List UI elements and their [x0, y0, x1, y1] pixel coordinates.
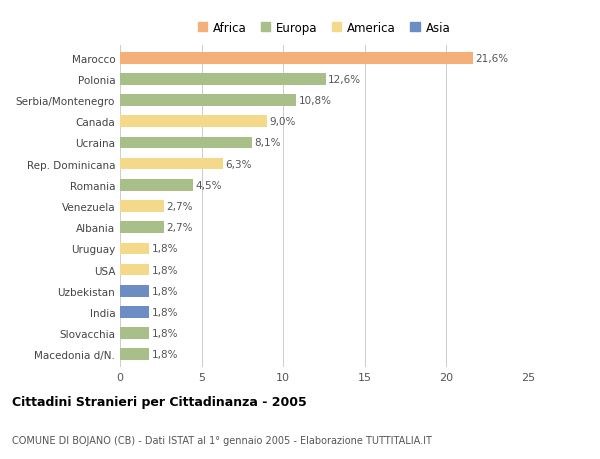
Text: 4,5%: 4,5% — [196, 180, 223, 190]
Bar — [120, 328, 149, 339]
Text: 10,8%: 10,8% — [299, 96, 332, 106]
Text: 1,8%: 1,8% — [152, 307, 178, 317]
Bar — [120, 116, 267, 128]
Bar — [120, 53, 473, 64]
Bar — [120, 285, 149, 297]
Text: 6,3%: 6,3% — [225, 159, 252, 169]
Bar — [120, 307, 149, 318]
Bar — [120, 158, 223, 170]
Text: 2,7%: 2,7% — [167, 202, 193, 212]
Text: 8,1%: 8,1% — [254, 138, 281, 148]
Bar — [120, 201, 164, 213]
Bar — [120, 179, 193, 191]
Bar — [120, 74, 326, 85]
Bar — [120, 95, 296, 106]
Text: 2,7%: 2,7% — [167, 223, 193, 233]
Bar — [120, 243, 149, 255]
Legend: Africa, Europa, America, Asia: Africa, Europa, America, Asia — [196, 20, 452, 37]
Text: 1,8%: 1,8% — [152, 244, 178, 254]
Text: 1,8%: 1,8% — [152, 265, 178, 275]
Text: 21,6%: 21,6% — [475, 54, 508, 64]
Text: COMUNE DI BOJANO (CB) - Dati ISTAT al 1° gennaio 2005 - Elaborazione TUTTITALIA.: COMUNE DI BOJANO (CB) - Dati ISTAT al 1°… — [12, 435, 432, 445]
Bar — [120, 264, 149, 276]
Text: 12,6%: 12,6% — [328, 75, 361, 85]
Text: 9,0%: 9,0% — [269, 117, 296, 127]
Text: 1,8%: 1,8% — [152, 286, 178, 296]
Text: Cittadini Stranieri per Cittadinanza - 2005: Cittadini Stranieri per Cittadinanza - 2… — [12, 396, 307, 409]
Bar — [120, 137, 252, 149]
Text: 1,8%: 1,8% — [152, 328, 178, 338]
Bar — [120, 349, 149, 360]
Bar — [120, 222, 164, 234]
Text: 1,8%: 1,8% — [152, 349, 178, 359]
